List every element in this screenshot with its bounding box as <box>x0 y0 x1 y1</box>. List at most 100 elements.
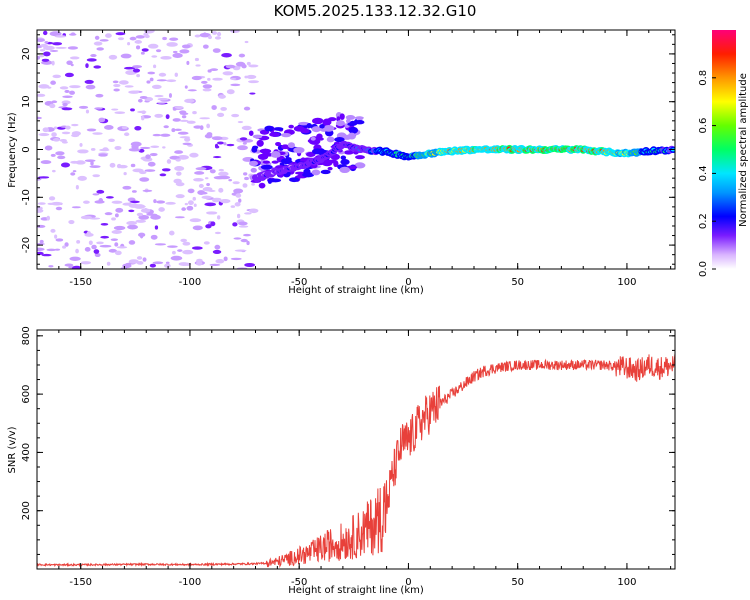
noise-blob <box>51 201 63 206</box>
noise-blob <box>192 110 197 115</box>
x-tick-label: 100 <box>617 577 636 588</box>
noise-blob <box>55 206 63 211</box>
noise-blob <box>187 188 195 194</box>
noise-blob <box>54 234 58 239</box>
noise-blob <box>54 248 61 251</box>
noise-blob <box>248 130 254 136</box>
noise-blob <box>162 146 166 149</box>
noise-blob <box>212 197 222 201</box>
noise-blob <box>169 230 175 236</box>
noise-blob <box>110 238 119 241</box>
noise-blob <box>241 64 247 69</box>
snr-y-ticks: 200 400 600 800 <box>21 326 675 555</box>
noise-blob <box>38 84 50 89</box>
noise-blob <box>194 171 205 175</box>
spectrogram-x-ticks: -150 -100 -50 0 50 100 <box>36 30 672 288</box>
noise-blob <box>50 228 56 233</box>
noise-blob <box>115 207 124 213</box>
noise-blob <box>39 49 46 52</box>
noise-blob <box>116 163 122 169</box>
noise-blob <box>71 206 81 209</box>
noise-blob <box>242 142 247 145</box>
noise-blob <box>203 241 210 245</box>
noise-blob <box>157 97 169 101</box>
noise-blob <box>80 261 91 265</box>
noise-blob <box>174 216 185 219</box>
noise-blob <box>84 159 96 163</box>
noise-blob <box>233 188 244 194</box>
noise-blob <box>160 133 171 137</box>
noise-blob <box>243 106 251 111</box>
spectrogram-y-ticks: -20 -10 0 10 20 <box>21 34 675 265</box>
noise-blob <box>154 113 163 118</box>
noise-blob <box>111 230 122 234</box>
noise-blob <box>109 162 116 168</box>
noise-blob <box>37 93 46 97</box>
noise-blob <box>249 92 256 95</box>
noise-blob <box>207 77 211 81</box>
noise-blob <box>75 248 79 254</box>
noise-blob <box>132 168 144 173</box>
noise-blob <box>78 105 89 109</box>
noise-blob <box>156 79 168 82</box>
noise-blob <box>52 138 60 142</box>
noise-blob <box>57 155 66 160</box>
noise-blob <box>232 181 240 185</box>
noise-blob <box>191 75 202 81</box>
noise-blob <box>246 61 251 66</box>
noise-blob <box>222 71 234 76</box>
noise-blob <box>94 253 101 258</box>
noise-blob <box>235 193 242 198</box>
noise-blob <box>72 170 77 173</box>
noise-blob <box>182 249 194 255</box>
noise-blob <box>92 193 100 196</box>
noise-blob <box>139 95 148 99</box>
noise-blob <box>156 200 166 204</box>
noise-blob <box>144 169 156 172</box>
noise-blob <box>192 196 196 201</box>
noise-blob <box>130 108 135 112</box>
noise-blob <box>128 202 132 207</box>
snr-panel: -150 -100 -50 0 50 100 200 400 600 800 Height of… <box>7 326 676 596</box>
noise-blob <box>214 36 222 40</box>
noise-blob <box>174 128 182 131</box>
noise-blob <box>243 172 248 176</box>
noise-blob <box>143 32 149 37</box>
noise-blob <box>64 242 69 247</box>
noise-blob <box>124 85 134 88</box>
noise-blob <box>99 244 112 248</box>
noise-blob <box>66 60 73 66</box>
spectrogram-noise-blobs <box>37 30 366 269</box>
noise-blob <box>275 141 282 147</box>
noise-blob <box>248 208 259 214</box>
noise-blob <box>136 256 143 260</box>
noise-blob <box>67 46 79 50</box>
colorbar-gradient <box>712 30 736 269</box>
noise-blob <box>108 54 118 60</box>
noise-blob <box>37 38 45 42</box>
noise-blob <box>55 151 65 156</box>
noise-blob <box>181 115 187 119</box>
noise-blob <box>234 202 241 207</box>
noise-blob <box>355 155 365 160</box>
noise-blob <box>64 263 74 267</box>
noise-blob <box>43 30 48 36</box>
noise-blob <box>149 263 156 268</box>
noise-blob <box>69 85 81 89</box>
y-tick-label: -10 <box>21 189 32 205</box>
noise-blob <box>288 177 300 183</box>
noise-blob <box>130 163 136 168</box>
noise-blob <box>128 259 139 264</box>
noise-blob <box>151 55 158 58</box>
noise-blob <box>237 120 244 124</box>
noise-blob <box>354 116 364 120</box>
noise-blob <box>42 51 51 57</box>
noise-blob <box>93 249 100 254</box>
noise-blob <box>128 240 136 245</box>
noise-blob <box>195 167 207 171</box>
noise-blob <box>154 243 167 246</box>
x-tick-label: -100 <box>179 577 202 588</box>
noise-blob <box>171 250 176 255</box>
noise-blob <box>312 117 324 125</box>
